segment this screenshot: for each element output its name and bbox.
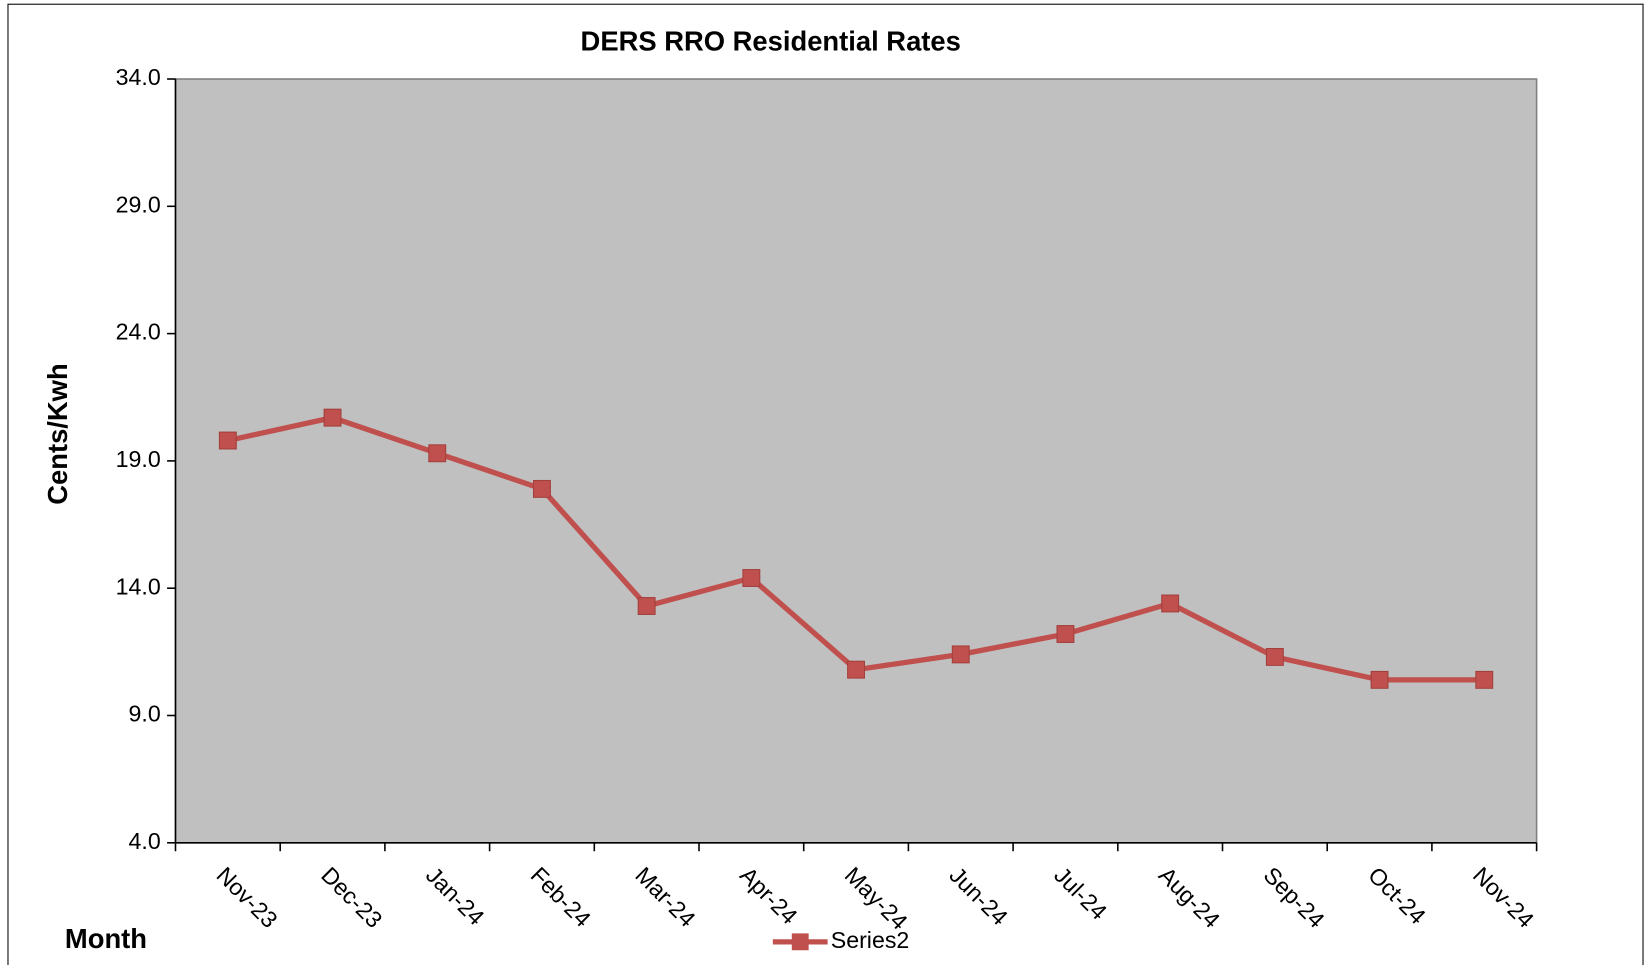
series-marker — [1056, 625, 1075, 643]
y-tick-label: 29.0 — [116, 191, 161, 217]
series-marker — [1265, 647, 1284, 666]
series-marker — [428, 444, 447, 463]
series-marker — [323, 408, 342, 427]
y-tick-label: 9.0 — [129, 701, 161, 727]
series-marker — [532, 479, 551, 498]
series-marker — [1475, 670, 1494, 689]
y-tick-label: 34.0 — [116, 64, 161, 90]
y-tick-label: 14.0 — [116, 573, 161, 599]
chart-title: DERS RRO Residential Rates — [581, 25, 961, 56]
series-marker — [742, 569, 761, 587]
y-tick-label: 4.0 — [129, 828, 161, 854]
series-marker — [637, 597, 656, 615]
x-axis-label: Month — [65, 923, 147, 954]
plot-area — [174, 78, 1538, 844]
y-tick-label: 24.0 — [116, 319, 161, 345]
series-marker — [218, 431, 237, 450]
series-marker — [1161, 594, 1180, 613]
y-axis-label: Cents/Kwh — [42, 363, 73, 504]
series-marker — [847, 660, 866, 679]
legend-marker — [791, 933, 809, 951]
series-marker — [951, 645, 970, 664]
legend-label: Series2 — [831, 927, 910, 953]
y-tick-label: 19.0 — [116, 446, 161, 472]
series-marker — [1370, 670, 1389, 689]
